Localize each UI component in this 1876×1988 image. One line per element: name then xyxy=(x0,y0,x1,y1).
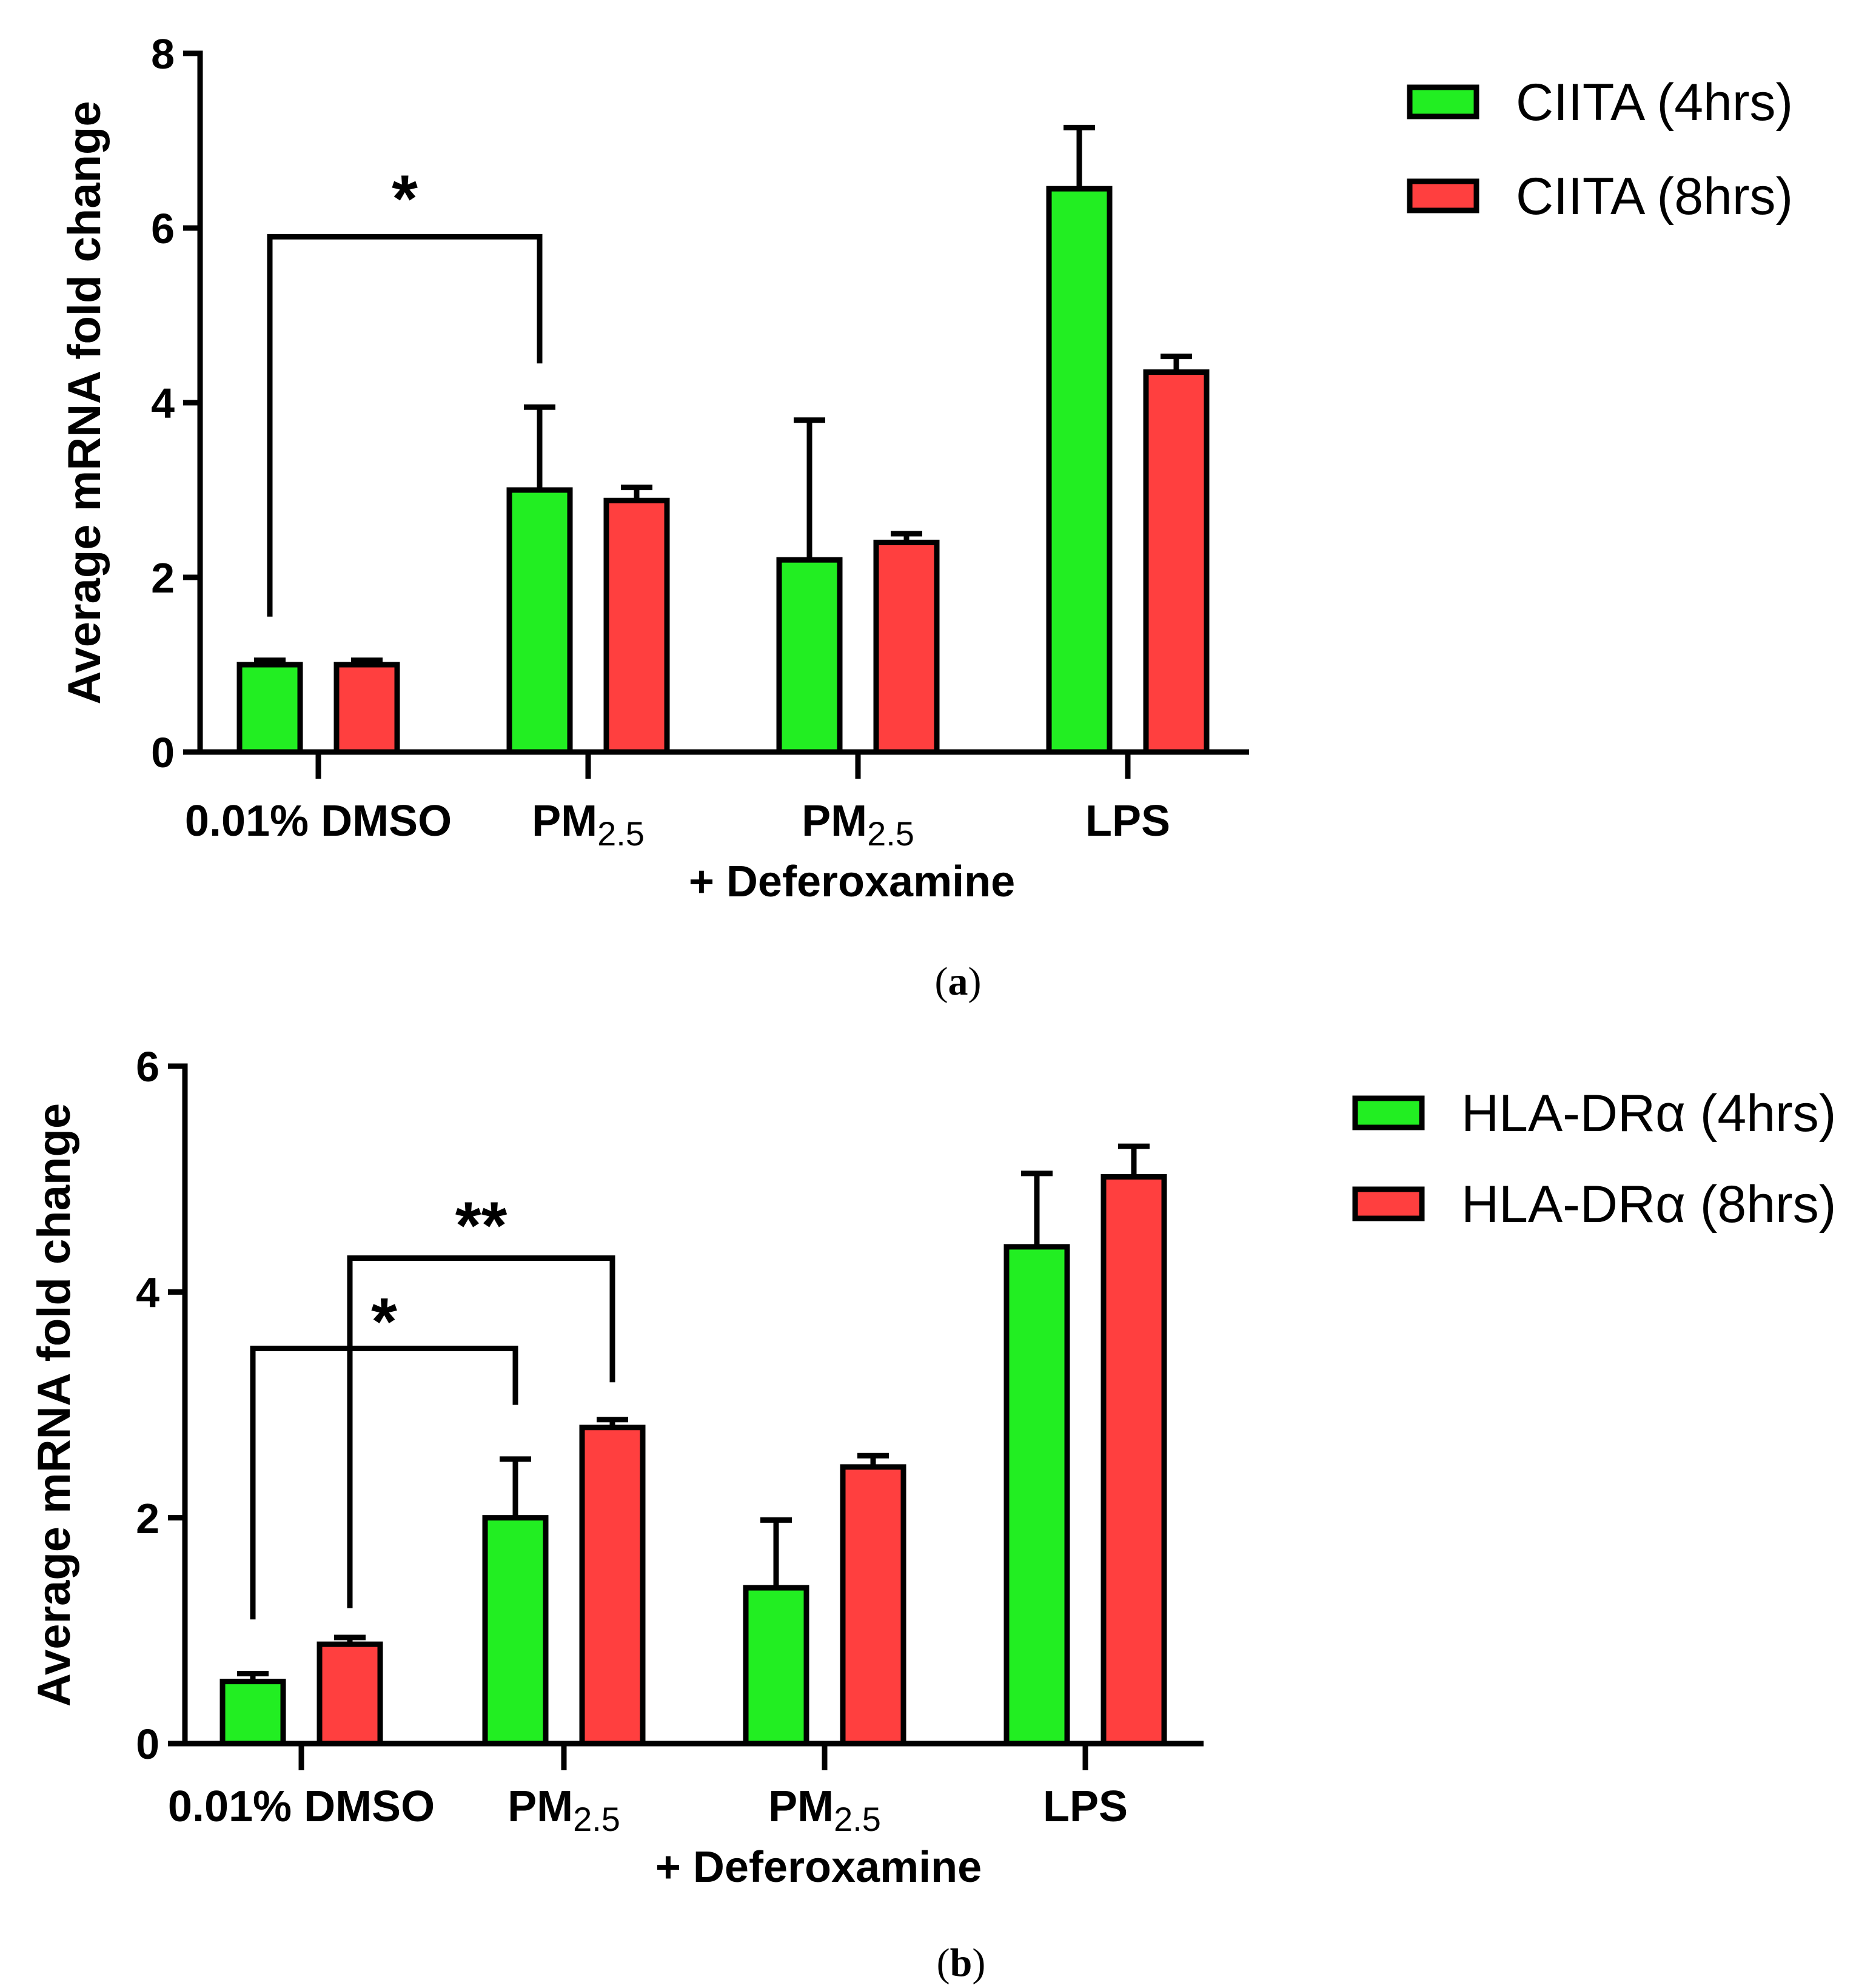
y-axis-title: Average mRNA fold change xyxy=(59,101,110,704)
significance-label: ** xyxy=(455,1189,508,1263)
legend-swatch xyxy=(1407,178,1479,213)
chart-panel-a: 0 2 4 6 8 0.01% DMSO PM2.5 PM2.5 + Deferoxamine L… xyxy=(59,30,1793,1004)
legend-label: HLA-DRα (8hrs) xyxy=(1461,1175,1836,1234)
y-axis-title: Average mRNA fold change xyxy=(28,1103,80,1707)
y-tick-label: 4 xyxy=(151,380,175,427)
bar xyxy=(333,662,400,755)
bar xyxy=(776,557,843,755)
bar xyxy=(1003,1244,1070,1747)
bar xyxy=(743,1585,809,1747)
x-tick-label-line2: + Deferoxamine xyxy=(689,858,1015,906)
legend-swatch xyxy=(1352,1095,1425,1130)
significance-bracket xyxy=(347,1255,615,1608)
legend-swatch xyxy=(1407,84,1479,119)
y-tick-label: 0 xyxy=(151,729,175,776)
bar xyxy=(579,1425,646,1747)
bar xyxy=(317,1641,383,1747)
x-tick-label: LPS xyxy=(1085,797,1170,845)
significance-bracket xyxy=(250,1345,518,1620)
y-tick-label: 8 xyxy=(151,30,175,78)
x-tick-label-line2: + Deferoxamine xyxy=(655,1843,982,1892)
x-tick-label: 0.01% DMSO xyxy=(185,797,452,845)
bar xyxy=(482,1515,549,1747)
panel-label: (a) xyxy=(935,959,982,1004)
x-tick-label: PM2.5 xyxy=(802,797,914,853)
bar xyxy=(840,1464,906,1747)
significance-label: * xyxy=(392,162,418,237)
x-tick-label: PM2.5 xyxy=(532,797,645,853)
panel-label: (b) xyxy=(937,1941,986,1985)
legend-label: CIITA (4hrs) xyxy=(1516,73,1793,132)
bar xyxy=(236,662,303,755)
y-tick-label: 6 xyxy=(136,1043,159,1090)
bar xyxy=(603,497,670,755)
significance-label: * xyxy=(371,1284,397,1359)
significance-bracket xyxy=(267,233,543,617)
y-tick-label: 4 xyxy=(136,1269,159,1317)
bar xyxy=(1100,1174,1167,1747)
legend-swatch xyxy=(1352,1186,1425,1221)
bar xyxy=(873,539,940,755)
x-tick-label: 0.01% DMSO xyxy=(168,1782,435,1831)
y-tick-label: 6 xyxy=(151,205,175,252)
legend-label: HLA-DRα (4hrs) xyxy=(1461,1084,1836,1143)
bar xyxy=(506,487,573,755)
chart-panel-b: 0 2 4 6 0.01% DMSO PM2.5 PM2.5 + Deferoxamine LP… xyxy=(28,1043,1836,1985)
x-tick-label: PM2.5 xyxy=(768,1782,881,1838)
x-tick-label: PM2.5 xyxy=(508,1782,620,1838)
bar xyxy=(1046,186,1113,755)
y-tick-label: 0 xyxy=(136,1721,159,1768)
y-tick-label: 2 xyxy=(136,1495,159,1542)
bar xyxy=(1143,369,1210,755)
y-tick-label: 2 xyxy=(151,554,175,602)
x-tick-label: LPS xyxy=(1043,1782,1128,1831)
bar xyxy=(219,1679,286,1747)
legend-label: CIITA (8hrs) xyxy=(1516,167,1793,226)
